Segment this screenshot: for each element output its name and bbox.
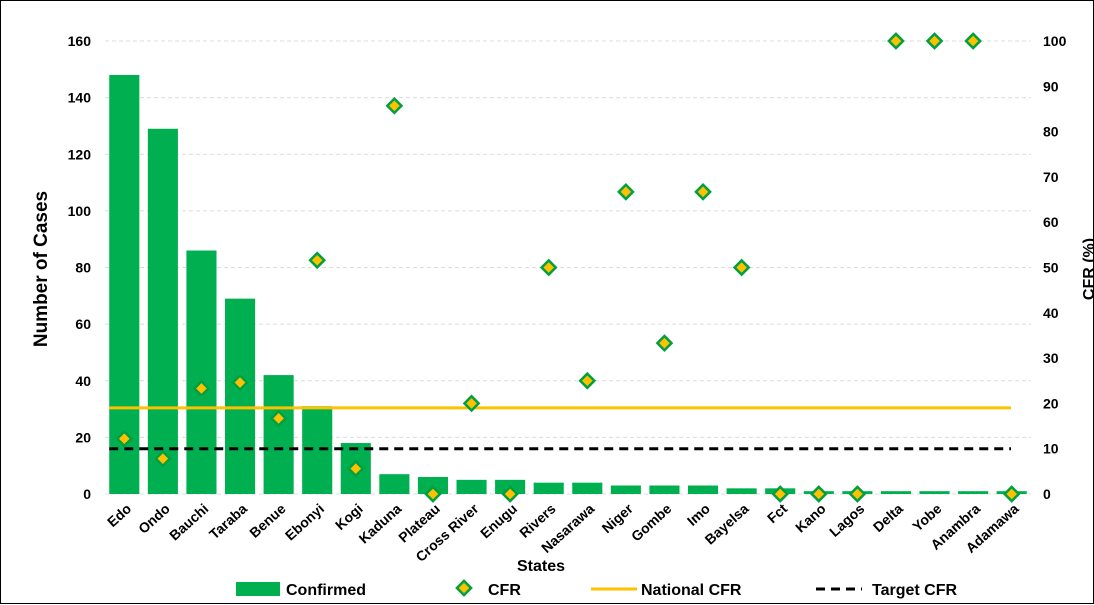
- y-tick-label: 20: [75, 429, 91, 445]
- cfr-marker: [154, 449, 172, 468]
- x-tick-label: Bauchi: [166, 500, 211, 543]
- bar: [919, 491, 950, 494]
- cfr-marker: [655, 334, 674, 352]
- y2-tick-label: 100: [1043, 33, 1067, 49]
- bar: [726, 488, 757, 494]
- y2-tick-label: 10: [1043, 441, 1059, 457]
- y2-tick-label: 20: [1043, 395, 1059, 411]
- cfr-marker: [385, 96, 404, 115]
- bar: [379, 474, 410, 494]
- bar: [109, 74, 140, 494]
- cfr-marker: [269, 409, 288, 428]
- x-tick-label: Kano: [792, 500, 829, 535]
- bar: [687, 485, 719, 494]
- y2-tick-label: 70: [1043, 169, 1059, 185]
- cfr-marker: [192, 379, 211, 398]
- legend-label-confirmed: Confirmed: [286, 582, 366, 599]
- bar: [533, 482, 564, 494]
- x-tick-label: Bayelsa: [702, 500, 752, 547]
- legend-swatch-confirmed: [236, 582, 280, 596]
- y2-tick-label: 0: [1043, 486, 1051, 502]
- cfr-marker: [809, 485, 828, 503]
- legend-swatch-cfr: [455, 579, 473, 597]
- y-tick-label: 160: [68, 33, 92, 49]
- bar: [958, 491, 989, 494]
- reference-lines: [109, 406, 1011, 451]
- bar: [224, 298, 256, 494]
- gridlines: [105, 40, 1031, 495]
- left-axis-ticks: 0 20 40 60 80 100 120 140 160: [68, 33, 92, 502]
- y2-axis-title: CFR (%): [1081, 238, 1094, 300]
- y2-tick-label: 80: [1043, 124, 1059, 140]
- x-tick-label: Kaduna: [356, 500, 405, 546]
- bar: [880, 491, 912, 494]
- y2-tick-label: 90: [1043, 78, 1059, 94]
- cfr-marker: [578, 371, 597, 390]
- cfr-marker: [501, 485, 519, 503]
- y2-tick-label: 40: [1043, 305, 1059, 321]
- bar: [186, 250, 217, 494]
- y-tick-label: 140: [68, 90, 92, 106]
- cfr-markers: [115, 32, 1021, 503]
- x-tick-label: Kogi: [332, 500, 366, 533]
- cfr-marker: [115, 429, 134, 448]
- x-tick-label: Fct: [764, 500, 791, 526]
- x-tick-label: Delta: [870, 500, 906, 535]
- cfr-marker: [925, 32, 944, 50]
- y2-tick-label: 60: [1043, 214, 1059, 230]
- legend-label-target-cfr: Target CFR: [872, 582, 957, 599]
- bar: [572, 482, 603, 494]
- x-tick-label: Taraba: [206, 500, 250, 542]
- cfr-marker: [424, 485, 442, 503]
- x-tick-label: Lagos: [826, 500, 868, 540]
- x-tick-label: Imo: [684, 500, 713, 529]
- confirmed-bars: [109, 74, 1027, 495]
- x-tick-label: Enugu: [477, 500, 520, 541]
- cfr-marker: [346, 459, 365, 478]
- y2-tick-label: 30: [1043, 350, 1059, 366]
- legend-label-national-cfr: National CFR: [641, 582, 742, 599]
- x-tick-label: Ebonyi: [282, 500, 327, 543]
- cfr-marker: [732, 258, 751, 277]
- x-tick-label: Benue: [246, 500, 289, 541]
- y-tick-label: 80: [75, 260, 91, 276]
- cfr-marker: [462, 394, 481, 413]
- cfr-marker: [308, 251, 327, 270]
- cfr-marker: [617, 183, 635, 201]
- y2-tick-label: 50: [1043, 260, 1059, 276]
- cfr-marker: [771, 485, 790, 503]
- x-tick-label: Gombe: [628, 500, 675, 544]
- bar: [456, 479, 487, 494]
- y-tick-label: 60: [75, 316, 91, 332]
- cfr-marker: [964, 32, 982, 50]
- x-tick-label: Edo: [104, 500, 134, 530]
- right-axis-ticks: 0 10 20 30 40 50 60 70 80 90 100: [1043, 33, 1067, 502]
- bar: [649, 485, 680, 494]
- cfr-marker: [1002, 485, 1021, 503]
- bar: [263, 375, 294, 494]
- x-axis-title: States: [517, 558, 565, 575]
- cfr-marker: [539, 258, 558, 277]
- cfr-marker: [694, 183, 712, 201]
- y-axis-title: Number of Cases: [31, 191, 52, 347]
- cfr-marker: [231, 373, 249, 392]
- y-tick-label: 40: [75, 373, 91, 389]
- bar: [147, 128, 178, 495]
- bar: [610, 485, 641, 494]
- y-tick-label: 120: [68, 146, 92, 162]
- y-tick-label: 0: [83, 486, 91, 502]
- legend: Confirmed CFR National CFR Target CFR: [236, 579, 957, 599]
- cfr-marker: [848, 485, 867, 503]
- legend-label-cfr: CFR: [488, 582, 521, 599]
- y-tick-label: 100: [68, 203, 92, 219]
- cfr-marker: [887, 32, 905, 50]
